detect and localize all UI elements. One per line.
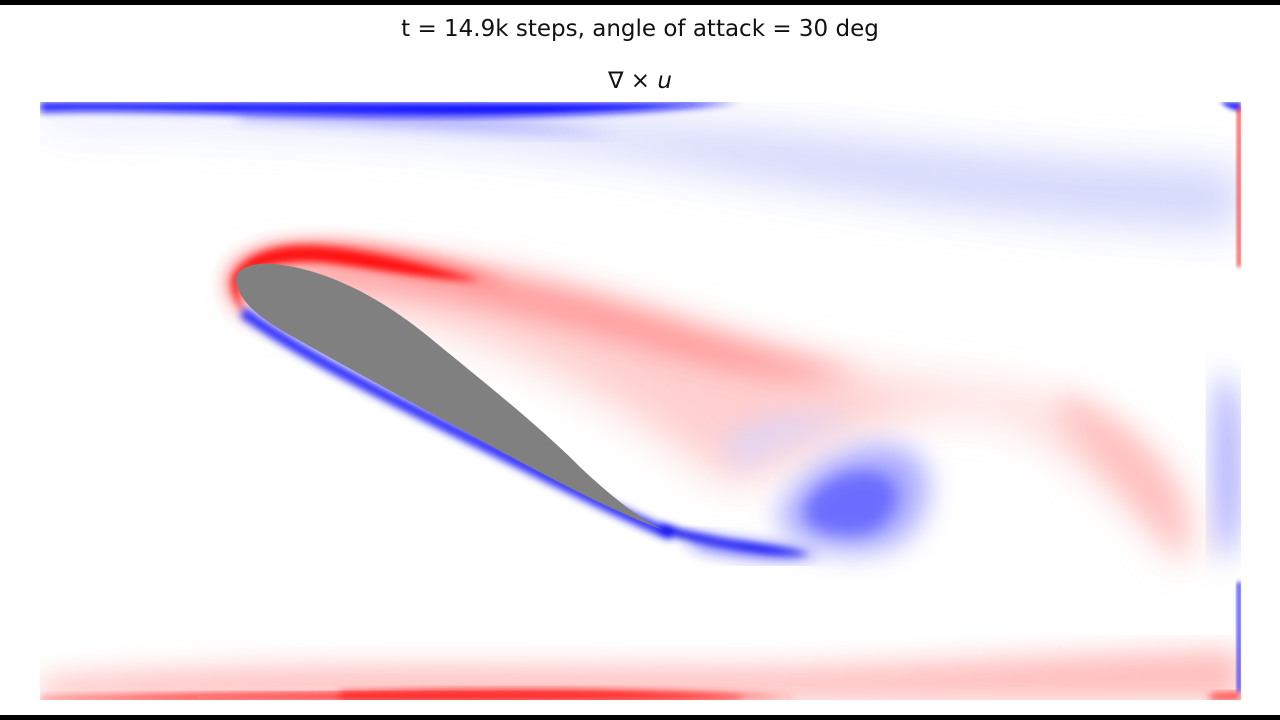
axes-title-variable: u bbox=[657, 68, 672, 94]
bottom-wall-vortex-sheet bbox=[40, 650, 1241, 700]
positive-vortex-wake bbox=[240, 259, 1192, 564]
top-wall-vortex-sheet bbox=[40, 102, 1241, 230]
vorticity-field-plot bbox=[40, 102, 1241, 700]
axes-title-operator: ∇ × bbox=[608, 68, 658, 94]
negative-vortex-eddy bbox=[720, 413, 929, 553]
figure-suptitle: t = 14.9k steps, angle of attack = 30 de… bbox=[401, 16, 879, 42]
leading-edge-shear-layer bbox=[226, 241, 510, 322]
airfoil-obstacle bbox=[236, 263, 670, 532]
outflow-edge bbox=[1214, 107, 1241, 692]
figure-canvas: t = 14.9k steps, angle of attack = 30 de… bbox=[0, 5, 1280, 715]
axes-title: ∇ × u bbox=[0, 67, 1280, 95]
